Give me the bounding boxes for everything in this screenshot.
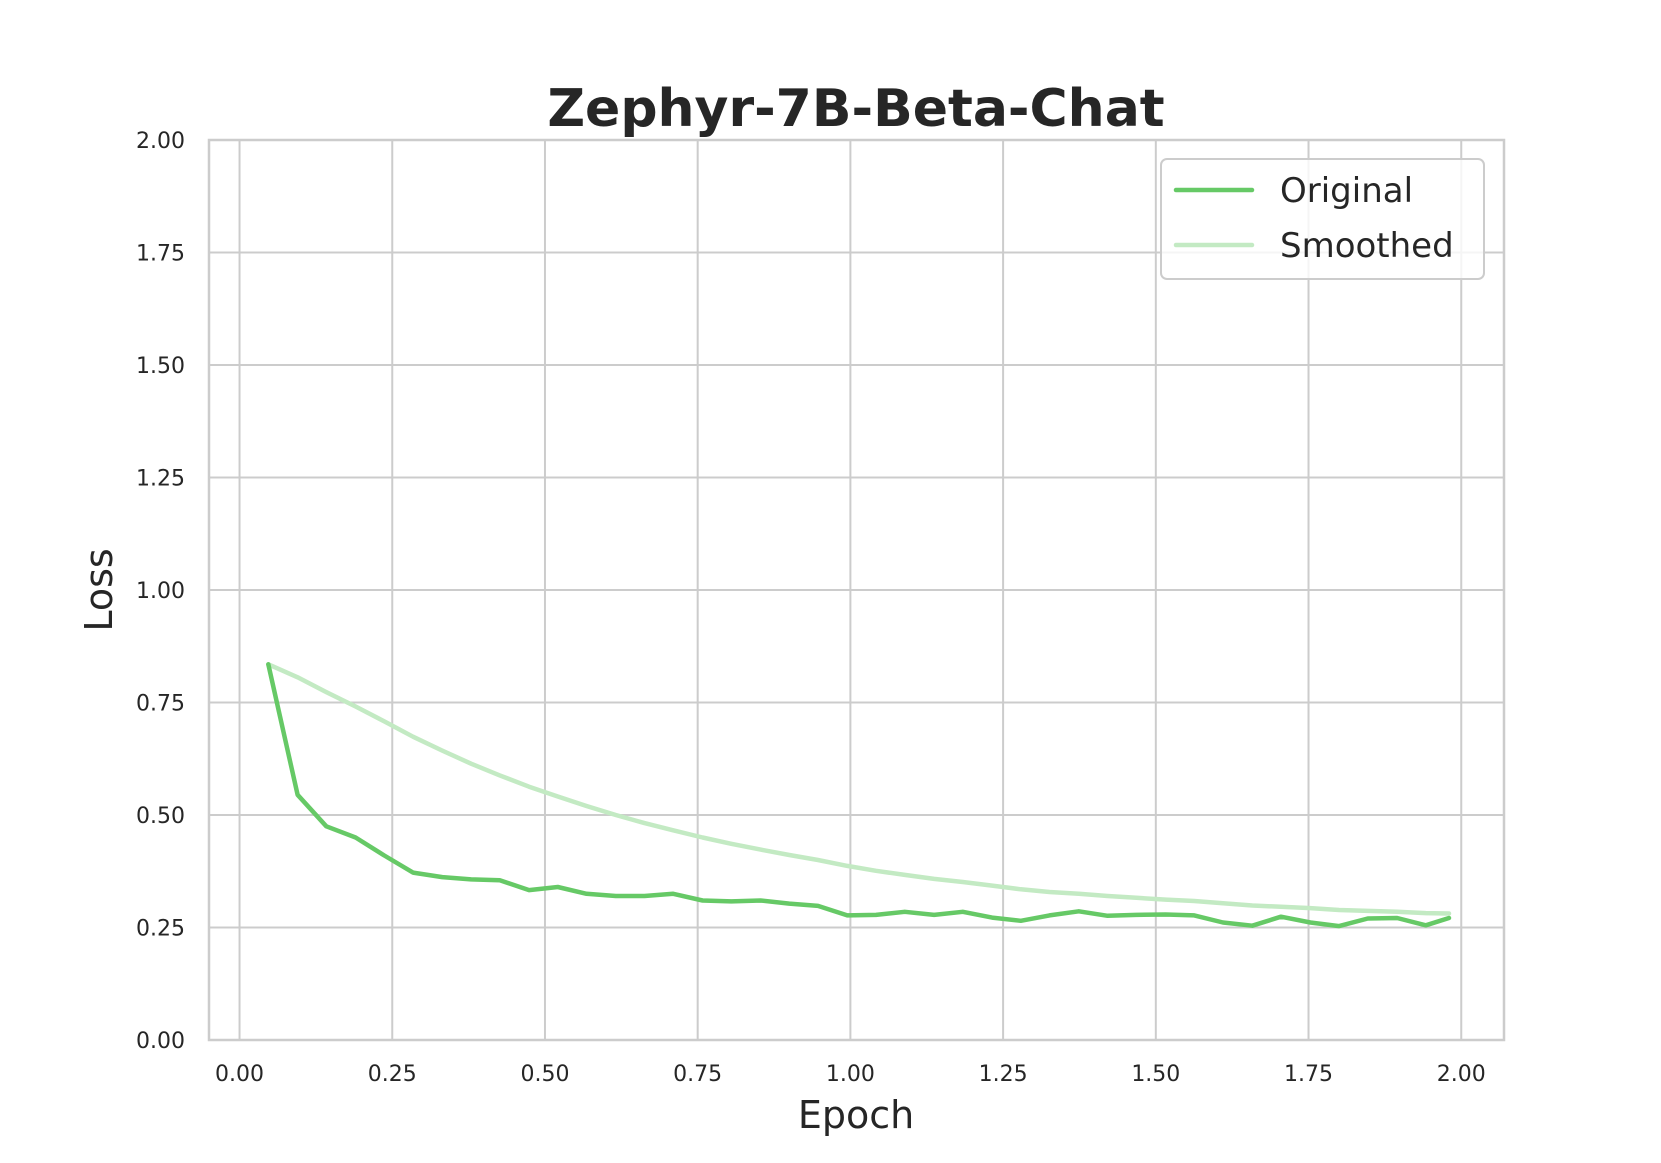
plot-frame [207,138,1506,1042]
y-tick-label: 1.75 [136,242,185,267]
y-tick-label: 2.00 [136,129,185,154]
series-layer [266,662,1452,929]
y-axis-label: Loss [77,548,121,631]
y-tick-label: 0.50 [136,804,185,829]
x-tick-label: 1.50 [1131,1062,1180,1087]
legend-label-original: Original [1280,171,1413,211]
x-tick-label: 0.25 [368,1062,417,1087]
chart-title: Zephyr-7B-Beta-Chat [547,79,1164,139]
y-tick-label: 0.75 [136,692,185,717]
legend-label-smoothed: Smoothed [1280,226,1454,266]
y-tick-label: 1.50 [136,354,185,379]
y-tick-label: 1.00 [136,579,185,604]
x-tick-labels: 0.00 0.25 0.50 0.75 1.00 1.25 1.50 1.75 2.00 [215,1062,1486,1087]
y-tick-labels: 0.00 0.25 0.50 0.75 1.00 1.25 1.50 1.75 2.00 [136,129,185,1054]
x-tick-label: 0.00 [215,1062,264,1087]
y-tick-label: 0.25 [136,917,185,942]
x-tick-label: 1.00 [826,1062,875,1087]
y-tick-label: 1.25 [136,467,185,492]
x-tick-label: 1.75 [1284,1062,1333,1087]
series-line-smoothed [266,662,1452,916]
series-line-original [266,662,1452,929]
x-tick-label: 1.25 [979,1062,1028,1087]
x-tick-label: 0.50 [520,1062,569,1087]
x-tick-label: 2.00 [1437,1062,1486,1087]
x-tick-label: 0.75 [673,1062,722,1087]
legend: Original Smoothed [1160,158,1485,280]
y-tick-label: 0.00 [136,1029,185,1054]
x-axis-label: Epoch [798,1093,914,1137]
